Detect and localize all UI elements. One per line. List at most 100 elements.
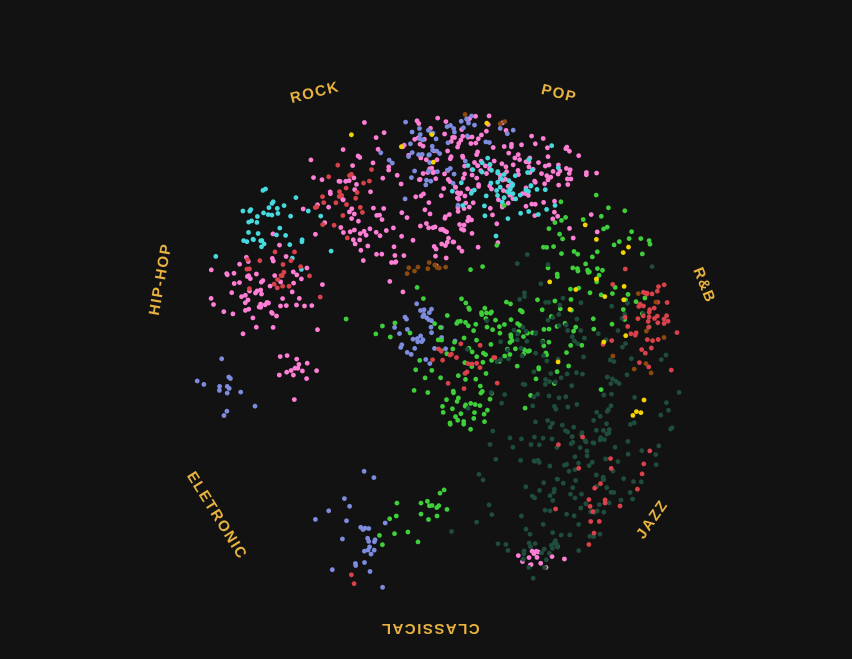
scatter-point-red <box>337 189 342 195</box>
scatter-point-red <box>608 456 613 461</box>
scatter-point-pink <box>433 253 438 259</box>
scatter-point-dark-green <box>546 299 552 305</box>
scatter-point-dark-green <box>594 508 600 514</box>
scatter-point-pink <box>426 225 431 231</box>
scatter-point-dark-green <box>575 341 580 346</box>
scatter-point-pink <box>357 237 363 243</box>
scatter-point-dark-green <box>612 444 618 450</box>
scatter-point-dark-green <box>532 434 537 440</box>
scatter-point-pink <box>452 135 457 140</box>
scatter-point-dark-green <box>542 565 547 570</box>
scatter-point-pink <box>291 280 296 286</box>
scatter-point-pink <box>340 197 346 203</box>
scatter-point-blue <box>424 177 429 183</box>
scatter-point-red <box>477 365 483 370</box>
scatter-point-red <box>245 257 250 262</box>
scatter-point-pink <box>484 171 489 176</box>
scatter-point-dark-green <box>541 546 547 552</box>
scatter-point-brown <box>635 291 641 296</box>
scatter-point-blue <box>414 301 420 307</box>
scatter-point-blue <box>409 175 414 181</box>
scatter-point-dark-green <box>544 557 549 563</box>
scatter-point-dark-green <box>602 437 607 442</box>
scatter-point-pink <box>440 226 445 232</box>
scatter-point-dark-green <box>594 427 599 433</box>
scatter-point-pink <box>418 223 423 229</box>
scatter-point-red <box>635 316 641 322</box>
scatter-point-dark-green <box>597 437 603 443</box>
scatter-point-red <box>665 318 671 324</box>
scatter-point-pink <box>529 133 534 139</box>
scatter-point-red <box>609 338 615 343</box>
scatter-point-pink <box>245 274 250 279</box>
scatter-point-cyan <box>250 236 256 242</box>
scatter-point-green <box>438 325 443 330</box>
scatter-point-cyan <box>274 232 279 238</box>
scatter-point-dark-green <box>520 556 526 562</box>
scatter-point-pink <box>224 271 230 276</box>
scatter-point-green <box>380 542 385 548</box>
scatter-point-pink <box>459 248 465 254</box>
scatter-point-pink <box>594 170 599 176</box>
scatter-point-dark-green <box>580 371 585 377</box>
scatter-point-green <box>472 410 477 415</box>
scatter-point-pink <box>542 181 547 187</box>
scatter-point-pink <box>260 278 266 283</box>
scatter-point-pink <box>284 369 290 375</box>
scatter-point-pink <box>430 225 436 231</box>
genre-label-classical: CLASSICAL <box>380 620 479 637</box>
scatter-point-green <box>558 199 564 205</box>
scatter-point-red <box>674 330 680 335</box>
scatter-point-green <box>392 320 398 326</box>
scatter-point-red <box>637 301 643 307</box>
scatter-point-pink <box>503 164 509 170</box>
scatter-point-green <box>418 500 424 506</box>
scatter-point-dark-green <box>523 328 529 334</box>
scatter-point-red <box>320 222 326 228</box>
scatter-point-pink <box>379 217 385 223</box>
scatter-point-dark-green <box>505 347 511 353</box>
scatter-point-pink <box>258 287 264 293</box>
scatter-point-pink <box>341 230 346 235</box>
scatter-point-pink <box>545 145 550 151</box>
scatter-point-dark-green <box>609 303 615 309</box>
scatter-point-red <box>610 282 616 287</box>
scatter-point-red <box>645 319 651 324</box>
scatter-point-dark-green <box>606 500 612 506</box>
scatter-point-dark-green <box>579 430 585 436</box>
scatter-point-pink <box>351 211 357 217</box>
scatter-point-pink <box>288 368 294 373</box>
scatter-point-dark-green <box>549 436 555 442</box>
scatter-point-cyan <box>552 203 558 208</box>
scatter-point-green <box>411 388 417 393</box>
scatter-point-blue <box>429 318 434 324</box>
scatter-point-dark-green <box>532 495 537 501</box>
scatter-point-dark-green <box>519 353 525 359</box>
scatter-point-red <box>649 291 655 297</box>
scatter-point-pink <box>479 132 484 138</box>
scatter-point-green <box>414 285 420 290</box>
scatter-point-pink <box>371 205 376 211</box>
scatter-point-red <box>349 572 354 578</box>
scatter-point-red <box>469 361 475 367</box>
scatter-point-pink <box>367 226 373 232</box>
scatter-point-dark-green <box>591 440 597 446</box>
scatter-point-dark-green <box>465 346 470 352</box>
scatter-point-pink <box>373 135 379 141</box>
scatter-point-dark-green <box>506 356 511 362</box>
scatter-point-pink <box>450 239 456 245</box>
scatter-point-green <box>568 343 574 348</box>
scatter-point-pink <box>565 182 571 187</box>
scatter-point-dark-green <box>547 424 553 430</box>
scatter-point-dark-green <box>597 531 603 537</box>
scatter-point-blue <box>406 154 411 160</box>
scatter-point-dark-green <box>664 400 669 406</box>
scatter-point-dark-green <box>510 444 516 450</box>
scatter-point-red <box>292 249 297 255</box>
scatter-point-blue <box>380 584 385 590</box>
scatter-point-red <box>668 367 674 373</box>
scatter-point-brown <box>661 335 667 340</box>
scatter-point-pink <box>355 153 361 159</box>
scatter-point-dark-green <box>584 453 590 459</box>
